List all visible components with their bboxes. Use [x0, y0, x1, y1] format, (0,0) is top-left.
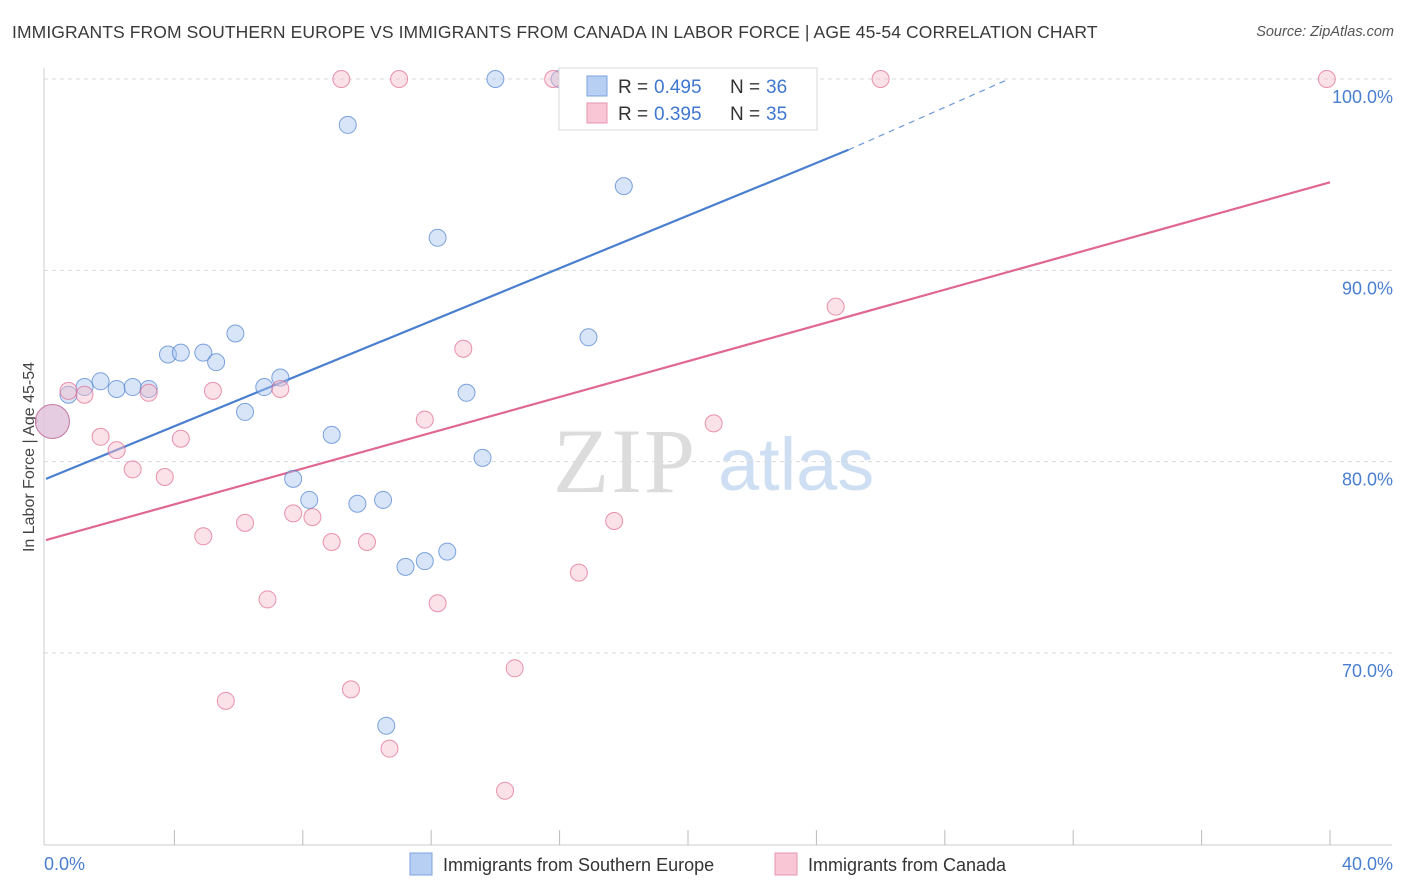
point-southern-europe — [473, 448, 492, 467]
y-tick-label: 80.0% — [1342, 470, 1393, 490]
point-southern-europe — [396, 557, 415, 576]
point-canada — [358, 533, 376, 552]
point-canada — [496, 781, 515, 800]
legend-n-value-1: 36 — [766, 77, 787, 98]
trend-line-1 — [45, 181, 1331, 542]
point-canada — [569, 563, 588, 582]
series-legend-label-blue: Immigrants from Southern Europe — [443, 855, 714, 875]
point-canada — [91, 427, 110, 446]
point-canada — [826, 297, 845, 316]
legend-r-value-1: 0.495 — [654, 77, 702, 98]
point-southern-europe — [91, 372, 110, 391]
point-canada — [303, 508, 322, 527]
point-southern-europe — [226, 324, 245, 343]
y-axis-label: In Labor Force | Age 45-54 — [21, 362, 38, 552]
axes — [43, 68, 1392, 846]
point-southern-europe — [377, 716, 396, 735]
point-canada — [1317, 70, 1336, 88]
point-southern-europe — [236, 402, 255, 421]
point-southern-europe — [348, 494, 367, 513]
point-canada — [139, 383, 158, 402]
point-southern-europe — [457, 383, 476, 402]
legend-r-label-2: R = — [618, 104, 648, 125]
point-canada — [271, 379, 290, 398]
y-axis-tick-labels: 70.0% 80.0% 90.0% 100.0% — [1332, 87, 1393, 681]
point-southern-europe — [255, 378, 274, 397]
point-canada — [216, 691, 235, 710]
legend-n-label-1: N = — [730, 77, 760, 98]
point-southern-europe — [415, 552, 434, 571]
trend-lines — [45, 78, 1331, 542]
trend-line-0 — [45, 148, 849, 480]
point-southern-europe — [284, 469, 303, 488]
legend-n-label-2: N = — [730, 104, 760, 125]
point-canada — [258, 590, 277, 609]
series-legend-swatch-blue — [409, 852, 433, 876]
point-southern-europe — [59, 385, 78, 404]
point-canada — [390, 70, 409, 88]
gridlines — [44, 78, 1392, 654]
trend-line-extension-0 — [848, 78, 1010, 151]
point-southern-europe — [300, 490, 319, 509]
correlation-legend: R = 0.495 N = 36 R = 0.395 N = 35 — [558, 67, 818, 131]
point-canada — [284, 504, 303, 523]
point-canada — [454, 339, 473, 358]
point-southern-europe — [614, 177, 633, 196]
point-southern-europe — [194, 343, 213, 362]
y-tick-label: 90.0% — [1342, 278, 1393, 298]
point-southern-europe — [428, 228, 447, 247]
point-southern-europe — [123, 378, 142, 397]
legend-r-value-2: 0.395 — [654, 104, 702, 125]
point-canada — [59, 381, 78, 400]
watermark-zip: ZIP — [553, 410, 697, 512]
point-southern-europe — [171, 343, 190, 362]
point-canada — [428, 594, 447, 613]
point-canada — [171, 429, 190, 448]
point-canada — [322, 533, 341, 552]
point-southern-europe — [486, 70, 505, 88]
legend-r-label-1: R = — [618, 77, 648, 98]
point-canada — [194, 527, 213, 546]
point-southern-europe — [579, 328, 598, 347]
point-canada — [123, 460, 142, 479]
x-tick-label-min: 0.0% — [44, 854, 85, 874]
x-axis-ticks — [173, 830, 1331, 845]
point-canada — [34, 403, 70, 439]
legend-swatch-pink — [586, 102, 608, 124]
point-southern-europe — [139, 379, 158, 398]
point-southern-europe — [207, 353, 226, 372]
point-canada — [203, 381, 222, 400]
point-canada — [505, 659, 524, 678]
legend-n-value-2: 35 — [766, 104, 787, 125]
point-canada — [605, 511, 624, 530]
legend-swatch-blue — [586, 75, 608, 97]
point-southern-europe — [107, 379, 126, 398]
series-legend-label-pink: Immigrants from Canada — [808, 855, 1007, 875]
point-canada — [155, 467, 174, 486]
watermark-atlas: atlas — [718, 423, 874, 506]
source-credit: Source: ZipAtlas.com — [1256, 24, 1394, 40]
series-legend-swatch-pink — [774, 852, 798, 876]
point-southern-europe — [322, 425, 341, 444]
point-southern-europe — [338, 115, 357, 134]
point-canada — [415, 410, 434, 429]
point-canada — [380, 739, 399, 758]
point-southern-europe — [438, 542, 457, 561]
point-canada — [871, 70, 890, 88]
point-southern-europe — [374, 490, 393, 509]
y-tick-label: 100.0% — [1332, 87, 1393, 107]
point-canada — [332, 70, 351, 88]
point-canada — [107, 441, 126, 460]
point-canada — [704, 414, 723, 433]
point-canada — [236, 513, 255, 532]
series-legend: Immigrants from Southern Europe Immigran… — [409, 852, 1007, 876]
chart-title: IMMIGRANTS FROM SOUTHERN EUROPE VS IMMIG… — [12, 22, 1098, 42]
point-canada — [75, 385, 94, 404]
x-tick-label-max: 40.0% — [1342, 854, 1393, 874]
point-canada — [341, 680, 360, 699]
y-tick-label: 70.0% — [1342, 661, 1393, 681]
